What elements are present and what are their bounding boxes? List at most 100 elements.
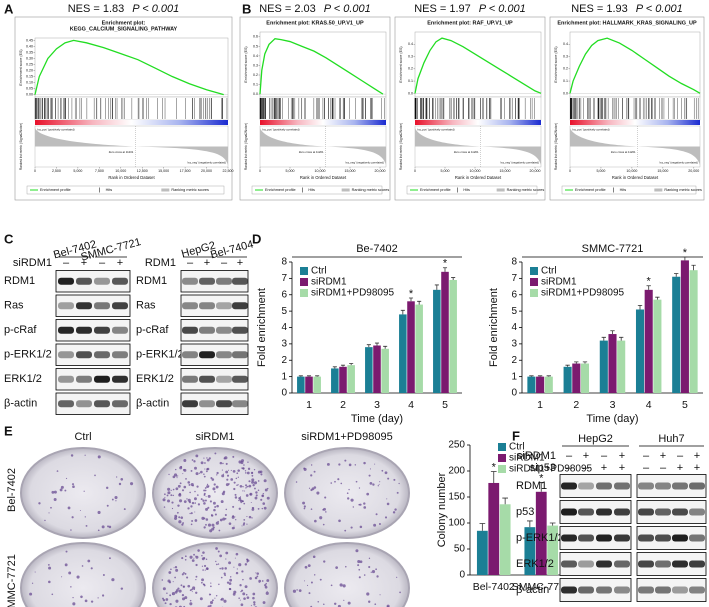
rank-color-bar [415, 120, 541, 125]
blot-band [216, 302, 232, 310]
row-label: RDM1 [136, 275, 167, 287]
bar [313, 376, 321, 393]
colony-dot [203, 557, 206, 560]
metric-fill [415, 128, 541, 165]
x-axis-label: Rank in Ordered Dataset [108, 175, 155, 180]
colony-dot [250, 471, 254, 475]
colony-dot [203, 473, 205, 476]
treatment-sign: – [566, 462, 573, 474]
legend-swatch [496, 188, 505, 192]
colony-dot [250, 604, 252, 606]
y-tick-label: 3 [281, 339, 287, 350]
colony-dot [209, 529, 213, 533]
colony-dot [64, 563, 68, 567]
colony-dot [198, 472, 201, 474]
colony-dot [111, 578, 115, 582]
colony-dot [377, 485, 379, 487]
colony-dot [205, 558, 208, 560]
y-tick-label: 0.4 [253, 54, 258, 58]
blot-band [638, 560, 654, 568]
colony-dot [174, 576, 176, 579]
x-tick-label: 4 [646, 399, 652, 411]
colony-dot [186, 498, 188, 500]
colony-dot [171, 507, 174, 510]
plate [152, 447, 278, 539]
blot-band [199, 400, 215, 408]
group-label: HepG2 [578, 433, 613, 445]
plate [20, 447, 146, 539]
colony-dot [253, 469, 256, 471]
blot-strip [559, 578, 632, 602]
colony-dot [242, 490, 244, 492]
colony-dot [228, 582, 232, 585]
error-bar [442, 267, 448, 272]
colony-dot [392, 511, 396, 514]
blot-strip [55, 392, 131, 415]
chart-title: Be-7402 [356, 243, 398, 255]
colony-dot [178, 589, 182, 593]
y-tick-label: 0.10 [26, 81, 33, 85]
error-bar [366, 344, 371, 348]
colony-dot [190, 523, 193, 526]
colony-dot [178, 499, 183, 503]
colony-dot [172, 475, 176, 479]
colony-dot [184, 596, 188, 600]
colony-dot [189, 602, 193, 606]
colony-dot [182, 473, 184, 475]
x-tick-label: 15,000 [657, 169, 668, 173]
colony-dot [211, 523, 215, 527]
x-tick-label: 10,000 [470, 169, 481, 173]
blot-band [578, 560, 594, 568]
colony-dot [241, 525, 243, 527]
treatment-sign: + [583, 450, 589, 462]
x-tick-label: 20,000 [375, 169, 386, 173]
colony-dot [208, 593, 211, 596]
colony-dot [234, 516, 236, 518]
colony-dot [228, 587, 232, 591]
error-bar [502, 497, 508, 505]
colony-dot [368, 565, 371, 569]
error-bar [383, 345, 388, 349]
colony-dot [366, 592, 370, 596]
colony-dot [223, 599, 227, 603]
colony-plate [152, 542, 278, 607]
colony-dot [234, 493, 237, 496]
colony-dot [313, 574, 316, 576]
colony-dot [296, 589, 298, 591]
colony-dot [240, 603, 244, 607]
colony-dot [194, 519, 198, 522]
blot-band [76, 351, 92, 359]
row-label: Ras [4, 300, 24, 312]
colony-dot [255, 491, 258, 494]
x-tick-label: 1 [306, 399, 312, 411]
zero-cross-label: Zero cross at 11201 [454, 150, 479, 154]
colony-dot [247, 467, 251, 471]
colony-dot [72, 596, 74, 599]
colony-dot [195, 454, 199, 458]
colony-dot [168, 571, 172, 574]
colony-dot [245, 487, 247, 489]
colony-dot [179, 482, 182, 485]
y-axis-label: Enrichment score (ES) [554, 46, 558, 82]
x-tick-label: 2,500 [52, 169, 61, 173]
colony-dot [338, 519, 341, 523]
row-label: β-actin [516, 584, 549, 596]
neg-label: 'na_neg' (negatively correlated) [659, 161, 698, 165]
y-tick-label: 0.35 [26, 50, 33, 54]
y-tick-label: 0.05 [26, 87, 33, 91]
colony-dot [337, 478, 340, 481]
treatment-sign: + [601, 462, 607, 474]
x-tick-label: 0 [259, 169, 261, 173]
colony-dot [38, 502, 41, 505]
colony-dot [191, 459, 194, 461]
nes-value: NES = 1.83 [68, 3, 125, 15]
colony-dot [195, 472, 199, 476]
colony-dot [246, 560, 249, 563]
plate [152, 542, 278, 607]
legend-label: Ranking metric scores [664, 188, 702, 192]
colony-dot [324, 496, 327, 499]
bar-chart: SMMC-7721 0 1 2 3 4 5 6 7 8 1 2 3 4 5 Time (day) Fold en… [488, 243, 703, 425]
colony-dot [203, 492, 206, 495]
colony-dot [207, 506, 210, 509]
y-tick-label: 0.1 [563, 79, 568, 83]
